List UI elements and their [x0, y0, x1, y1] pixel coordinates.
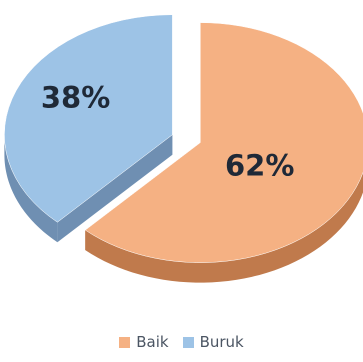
- data-label-baik: 62%: [225, 148, 294, 182]
- legend-swatch-baik: [119, 336, 131, 348]
- legend-label-baik: Baik: [136, 333, 169, 351]
- slice-side-baik: [85, 172, 363, 283]
- slice-cut-buruk-0: [57, 134, 173, 243]
- legend: Baik Buruk: [0, 333, 363, 351]
- data-label-buruk: 38%: [41, 80, 110, 114]
- slices-layer: [4, 14, 363, 283]
- legend-label-buruk: Buruk: [199, 333, 244, 351]
- slice-baik: [84, 22, 363, 263]
- slice-buruk: [4, 14, 173, 223]
- slice-side-buruk: [4, 134, 58, 243]
- legend-item-baik: Baik: [119, 333, 169, 351]
- legend-swatch-buruk: [182, 336, 194, 348]
- legend-item-buruk: Buruk: [182, 333, 244, 351]
